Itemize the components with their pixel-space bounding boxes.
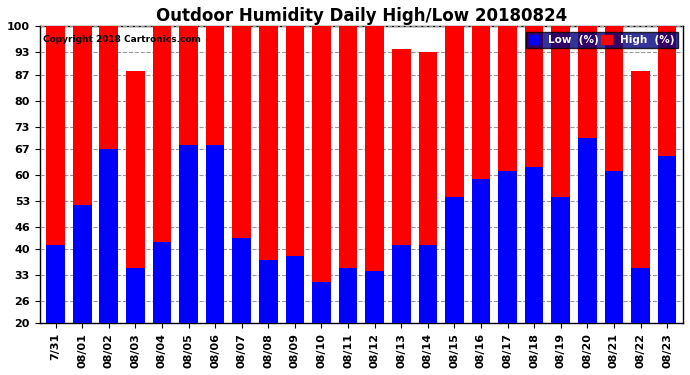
- Legend: Low  (%), High  (%): Low (%), High (%): [526, 32, 678, 48]
- Bar: [99, 27, 118, 323]
- Bar: [525, 27, 544, 323]
- Bar: [152, 27, 171, 323]
- Bar: [445, 197, 464, 323]
- Bar: [419, 245, 437, 323]
- Bar: [233, 238, 251, 323]
- Bar: [126, 268, 145, 323]
- Bar: [46, 27, 65, 323]
- Title: Outdoor Humidity Daily High/Low 20180824: Outdoor Humidity Daily High/Low 20180824: [156, 7, 567, 25]
- Bar: [46, 245, 65, 323]
- Bar: [99, 149, 118, 323]
- Bar: [578, 138, 597, 323]
- Bar: [312, 27, 331, 323]
- Bar: [551, 27, 570, 323]
- Bar: [126, 71, 145, 323]
- Bar: [206, 27, 224, 323]
- Bar: [73, 27, 92, 323]
- Text: Copyright 2018 Cartronics.com: Copyright 2018 Cartronics.com: [43, 35, 201, 44]
- Bar: [392, 245, 411, 323]
- Bar: [392, 49, 411, 323]
- Bar: [551, 197, 570, 323]
- Bar: [604, 27, 623, 323]
- Bar: [525, 167, 544, 323]
- Bar: [259, 27, 277, 323]
- Bar: [179, 145, 198, 323]
- Bar: [498, 171, 517, 323]
- Bar: [339, 27, 357, 323]
- Bar: [179, 27, 198, 323]
- Bar: [604, 171, 623, 323]
- Bar: [206, 145, 224, 323]
- Bar: [578, 27, 597, 323]
- Bar: [233, 27, 251, 323]
- Bar: [286, 27, 304, 323]
- Bar: [152, 242, 171, 323]
- Bar: [339, 268, 357, 323]
- Bar: [658, 27, 676, 323]
- Bar: [658, 156, 676, 323]
- Bar: [365, 271, 384, 323]
- Bar: [472, 27, 491, 323]
- Bar: [419, 53, 437, 323]
- Bar: [631, 71, 650, 323]
- Bar: [73, 204, 92, 323]
- Bar: [259, 260, 277, 323]
- Bar: [445, 27, 464, 323]
- Bar: [631, 268, 650, 323]
- Bar: [365, 27, 384, 323]
- Bar: [312, 282, 331, 323]
- Bar: [286, 256, 304, 323]
- Bar: [472, 178, 491, 323]
- Bar: [498, 27, 517, 323]
